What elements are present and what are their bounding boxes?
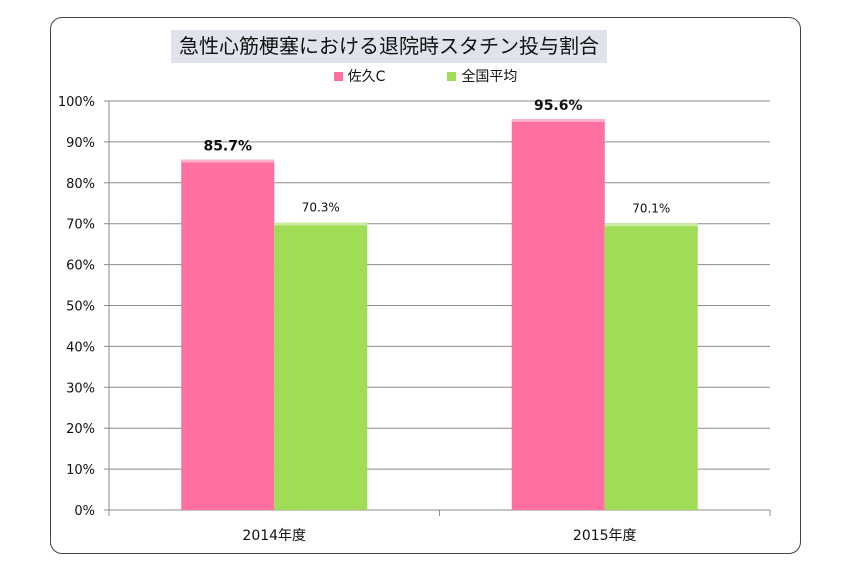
bar-highlight xyxy=(604,223,698,227)
y-tick-label: 20% xyxy=(66,422,95,437)
y-tick-label: 10% xyxy=(66,463,95,478)
y-tick-label: 0% xyxy=(74,504,95,519)
legend-item-national: 全国平均 xyxy=(447,66,517,86)
bar-highlight xyxy=(181,159,275,163)
bar xyxy=(604,223,698,510)
legend-item-saku: 佐久C xyxy=(333,66,386,86)
legend-swatch-national xyxy=(447,71,457,81)
bar xyxy=(181,159,275,510)
data-label: 70.3% xyxy=(302,200,340,214)
chart-title: 急性心筋梗塞における退院時スタチン投与割合 xyxy=(171,30,607,63)
y-tick-label: 30% xyxy=(66,381,95,396)
data-label: 85.7% xyxy=(203,138,252,154)
x-category-label: 2014年度 xyxy=(242,528,306,544)
x-category-label: 2015年度 xyxy=(573,528,637,544)
legend-label-national: 全国平均 xyxy=(461,69,518,85)
y-tick-label: 80% xyxy=(66,177,95,192)
bar xyxy=(511,118,605,510)
legend: 佐久C 全国平均 xyxy=(0,66,851,86)
legend-swatch-saku xyxy=(333,71,343,81)
bar-highlight xyxy=(511,118,605,122)
y-tick-label: 100% xyxy=(58,95,95,110)
data-label: 95.6% xyxy=(534,98,583,114)
y-tick-label: 50% xyxy=(66,300,95,315)
y-tick-label: 90% xyxy=(66,136,95,151)
y-tick-label: 40% xyxy=(66,340,95,355)
y-tick-label: 60% xyxy=(66,259,95,274)
y-tick-label: 70% xyxy=(66,218,95,233)
data-label: 70.1% xyxy=(632,201,670,215)
bar xyxy=(274,222,368,510)
bar-highlight xyxy=(274,222,368,226)
legend-label-saku: 佐久C xyxy=(347,69,386,85)
